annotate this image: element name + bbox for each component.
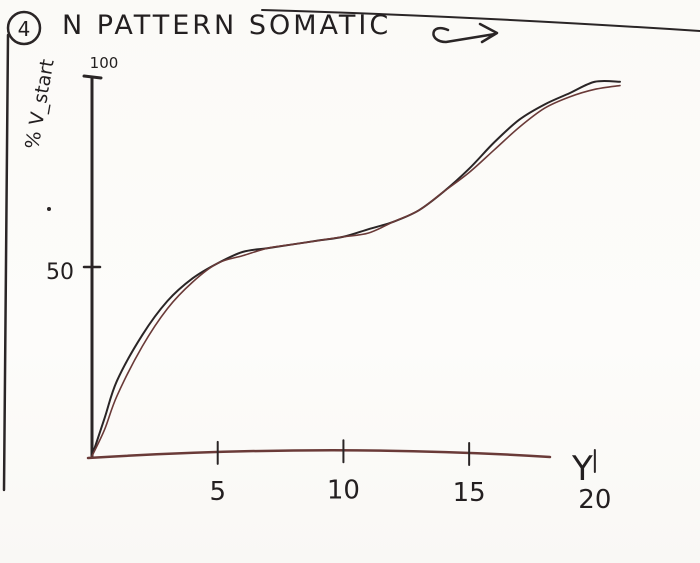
- y-tick-label: 100: [90, 54, 119, 72]
- x-tick-label: 15: [453, 478, 486, 508]
- x-axis-label: Y: [571, 449, 593, 489]
- x-tick-label: 20: [578, 485, 611, 515]
- figure-number: 4: [18, 17, 31, 41]
- series-layer: [91, 79, 621, 457]
- x-axis-line: [86, 449, 552, 460]
- figure-number-badge: 4: [6, 10, 42, 46]
- x-tick-label: 10: [327, 475, 360, 505]
- arrow-right-icon: [432, 22, 499, 44]
- y-axis-top-cap: [82, 74, 103, 80]
- tick-layer: 5 10 15 20 50 100: [46, 54, 611, 515]
- chart-title: N PATTERN SOMATIC: [62, 10, 391, 41]
- page-left-edge-line: [2, 33, 10, 492]
- y-tick-label: 50: [46, 260, 74, 285]
- stray-pen-dot: [47, 207, 51, 211]
- y-axis-label: % V_start: [21, 58, 58, 151]
- x-tick-label: 5: [209, 477, 226, 507]
- page-top-edge-line: [261, 9, 700, 32]
- series-line-1: [91, 79, 621, 457]
- series-line-2: [91, 84, 621, 457]
- figure-number-circle: [6, 10, 42, 46]
